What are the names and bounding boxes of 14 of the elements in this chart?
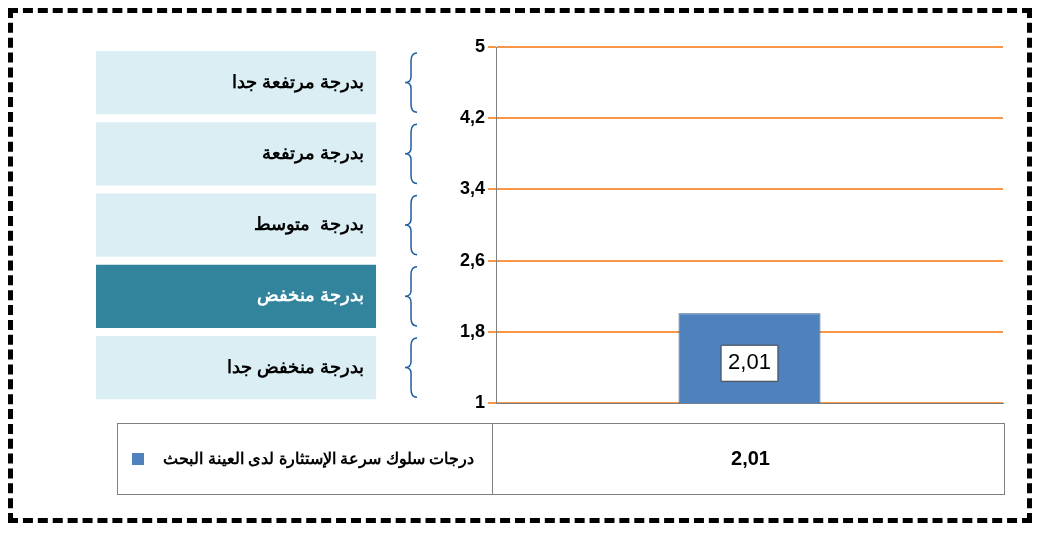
y-tick-label: 4,2 [459, 107, 486, 128]
text: بدرجة مرتفعة [262, 142, 365, 164]
y-tick-label: 1 [475, 392, 486, 413]
y-tick-label: 1,8 [459, 320, 486, 341]
text: بدرجة منخفض [257, 285, 365, 307]
legend-label: درجات سلوك سرعة الإستثارة لدى العينة البحث [162, 449, 475, 470]
text: 2,01 [731, 447, 770, 469]
y-tick-label: 5 [475, 35, 486, 56]
y-tick-label: 3,4 [459, 178, 486, 199]
text: بدرجة مرتفعة جدا [232, 71, 365, 93]
data-label: 2,01 [728, 349, 771, 375]
text: بدرجة منخفض جدا [227, 356, 365, 378]
y-tick-label: 2,6 [459, 249, 486, 270]
text: بدرجة متوسط [254, 214, 365, 236]
